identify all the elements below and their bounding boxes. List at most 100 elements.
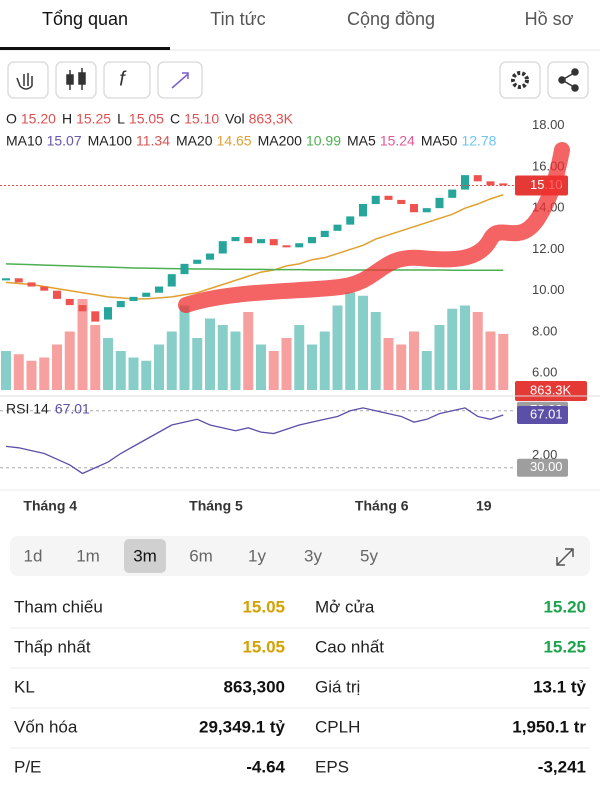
tab[interactable]: Hồ sơ [525, 9, 574, 29]
stat-label: Thấp nhất [14, 637, 91, 656]
stat-label: Cao nhất [315, 637, 384, 656]
volume-bar [472, 312, 483, 390]
candle-body [410, 204, 418, 213]
stat-label: Mở cửa [315, 597, 375, 616]
gear-icon [511, 71, 529, 89]
candle-body [371, 195, 380, 205]
volume-bar [52, 344, 62, 390]
period-button[interactable]: 5y [360, 546, 378, 565]
volume-bar [217, 325, 228, 390]
share-dot [558, 76, 566, 84]
rsi-level-badge [517, 458, 568, 477]
volume-bar [205, 318, 215, 390]
candle-body [282, 245, 291, 248]
y-tick-label: 18.00 [532, 117, 565, 132]
stat-value: -3,241 [538, 757, 586, 776]
candle-body [206, 253, 214, 260]
volume-bar [115, 351, 126, 390]
volume-bar [64, 331, 75, 390]
candle-body [448, 189, 457, 198]
ohlc-value: 863,3K [249, 111, 294, 127]
volume-bar [409, 331, 419, 390]
candle-body [116, 300, 125, 308]
ma-line [5, 263, 504, 271]
volume-bar [90, 325, 101, 390]
tab[interactable]: Tổng quan [42, 9, 128, 29]
ma-legend-label: MA10 [6, 133, 43, 149]
period-button[interactable]: 1m [76, 546, 100, 565]
stat-label: Giá trị [315, 677, 360, 696]
tab[interactable]: Tin tức [210, 9, 265, 29]
hand-tool[interactable] [7, 61, 49, 99]
ohlc-value: 15.10 [184, 111, 219, 127]
ohlc-value: 15.05 [129, 111, 164, 127]
volume-bar [332, 305, 343, 390]
stat-label: CPLH [315, 717, 360, 736]
volume-bar [243, 312, 254, 390]
stat-label: Vốn hóa [14, 717, 78, 736]
volume-bar [103, 338, 113, 390]
ohlc-value: 15.20 [21, 111, 56, 127]
period-button[interactable]: 3y [304, 546, 322, 565]
volume-bar [460, 305, 470, 390]
candle-body [346, 216, 355, 225]
stat-label: EPS [315, 757, 349, 776]
x-tick-label: Tháng 4 [23, 498, 77, 514]
period-button[interactable]: 6m [189, 546, 213, 565]
candle-body [359, 204, 367, 217]
rsi-label: RSI 14 [6, 401, 49, 417]
candle-body [435, 197, 444, 209]
tab-underline [0, 47, 170, 50]
y-tick-label: 12.00 [532, 241, 565, 256]
period-button[interactable]: 1y [248, 546, 266, 565]
share-button[interactable] [547, 61, 589, 99]
chart-area: 18.0016.0014.0012.0010.008.006.004.002.0… [0, 117, 600, 514]
volume-bar [421, 351, 432, 390]
volume-bar [370, 312, 381, 390]
candle-body [320, 230, 329, 238]
volume-bar [383, 338, 394, 390]
settings-button[interactable] [499, 61, 541, 99]
stat-value: 15.05 [242, 597, 285, 616]
candle-body [2, 278, 10, 281]
candle-body [499, 183, 508, 186]
ohlc-label: L [117, 111, 125, 127]
candle-body [231, 237, 240, 242]
candle-body [78, 305, 87, 312]
volume-bar [281, 338, 292, 390]
volume-bar [358, 295, 368, 390]
tab[interactable]: Cộng đồng [347, 9, 435, 29]
ma-line [5, 194, 504, 300]
candle-body [308, 237, 316, 244]
ma-legend-value: 11.34 [136, 133, 170, 149]
stat-label: P/E [14, 757, 41, 776]
candle-body [129, 296, 138, 301]
period-button[interactable]: 3m [133, 546, 157, 565]
candle-body [486, 181, 495, 186]
ohlc-label: H [62, 111, 72, 127]
candle-tool[interactable] [55, 61, 97, 99]
expand-icon[interactable] [556, 548, 574, 566]
stat-value: 15.05 [242, 637, 285, 656]
y-tick-label: 2.00 [532, 447, 557, 462]
candle-body [53, 290, 61, 299]
ai-tool[interactable] [157, 61, 203, 99]
share-dot [571, 84, 579, 92]
candle-icon-body [66, 74, 74, 85]
indicator-tool[interactable] [103, 61, 151, 99]
toolbar: f [7, 61, 589, 99]
ma-legend-label: MA100 [88, 133, 133, 149]
stat-value: 29,349.1 tỷ [199, 717, 286, 736]
candle-body [244, 237, 253, 244]
rsi-badge [517, 406, 568, 425]
stat-value: 1,950.1 tr [512, 717, 586, 736]
volume-bar [485, 331, 496, 390]
candle-body [104, 307, 112, 320]
ma-legend-label: MA200 [258, 133, 303, 149]
ohlc-label: Vol [225, 111, 244, 127]
stat-value: -4.64 [246, 757, 285, 776]
period-button[interactable]: 1d [24, 546, 43, 565]
candle-body [14, 278, 23, 283]
volume-bar [154, 344, 164, 390]
rsi-badge-text: 67.01 [530, 406, 563, 421]
